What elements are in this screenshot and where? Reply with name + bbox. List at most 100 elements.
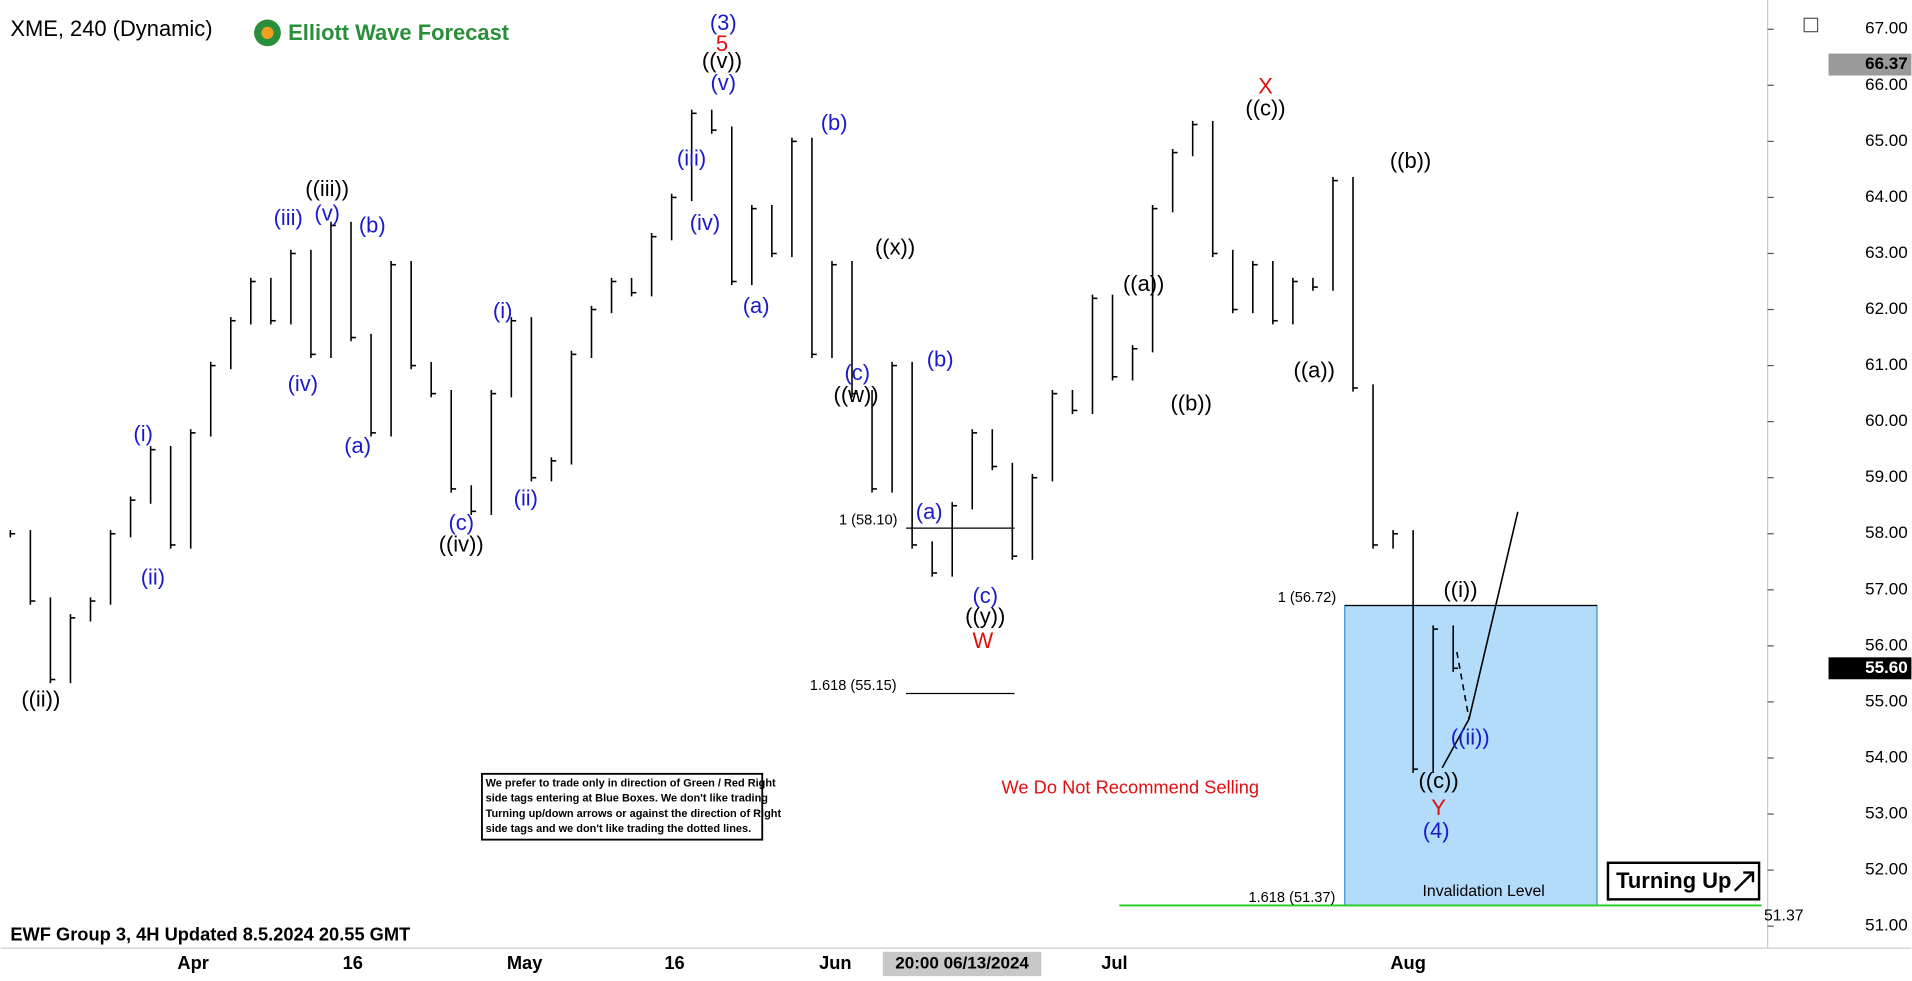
price-bar (1272, 261, 1278, 325)
price-bar (1352, 176, 1358, 392)
price-bar (470, 485, 477, 515)
fib-label: 1.618 (51.37) (1248, 890, 1335, 906)
wave-label: ((y)) (965, 604, 1005, 629)
wave-label: (i) (133, 421, 152, 446)
wave-label: (a) (916, 499, 943, 524)
y-tick-label: 51.00 (1865, 916, 1908, 935)
crosshair-time: 20:00 06/13/2024 (895, 953, 1029, 972)
price-bar (1051, 389, 1058, 482)
price-bar (530, 317, 537, 482)
price-bar (410, 261, 417, 370)
wave-label: (iii) (677, 145, 706, 170)
price-bar (270, 277, 276, 325)
price-bar (29, 530, 36, 605)
disclaimer-line: We prefer to trade only in direction of … (486, 777, 776, 789)
x-tick-label: Jun (819, 952, 851, 973)
price-bar (290, 249, 296, 325)
price-bar (1111, 294, 1118, 381)
wave-label: (ii) (514, 485, 538, 510)
price-bar (490, 389, 497, 515)
y-tick-label: 56.00 (1865, 635, 1908, 654)
price-bar (9, 530, 16, 538)
price-bar (510, 317, 517, 398)
price-bar (1191, 120, 1198, 157)
brand-logo: Elliott Wave Forecast (254, 19, 510, 47)
disclaimer-frame (481, 772, 764, 841)
price-bar (209, 361, 216, 437)
price-bar (831, 261, 837, 359)
price-bar (710, 109, 717, 134)
window-button[interactable] (1803, 17, 1819, 33)
price-bar (1091, 294, 1098, 415)
y-tick-label: 58.00 (1865, 523, 1908, 542)
wave-label: ((iii)) (305, 176, 349, 201)
wave-label: (b) (927, 347, 954, 372)
wave-label: W (972, 628, 993, 653)
price-bar (771, 204, 777, 258)
price-bar (570, 350, 577, 465)
price-bar (751, 204, 757, 286)
price-bar (89, 597, 96, 622)
price-bar (991, 429, 998, 471)
price-bar (350, 221, 356, 342)
y-tick-label: 55.00 (1865, 691, 1908, 710)
x-tick-label: 16 (664, 952, 684, 973)
price-bar (1231, 249, 1238, 314)
price-bar (1412, 530, 1418, 773)
wave-label: (iv) (288, 371, 318, 396)
price-bar (390, 261, 396, 437)
price-bar (1031, 474, 1038, 560)
price-bar (871, 389, 877, 493)
wave-label: (a) (344, 433, 371, 458)
price-bar (1332, 176, 1338, 291)
price-bar (911, 361, 918, 549)
y-tick-label: 59.00 (1865, 467, 1908, 486)
wave-label: ((b)) (1390, 148, 1431, 173)
price-bar (330, 221, 336, 359)
price-bar (1011, 462, 1018, 560)
wave-label: ((ii)) (21, 687, 60, 712)
price-bar (310, 249, 316, 359)
wave-label: (v) (314, 200, 340, 225)
wave-label: ((x)) (875, 234, 915, 259)
last-price-bg (1828, 657, 1912, 680)
price-bar (891, 361, 897, 493)
wave-label: (4) (1423, 818, 1450, 843)
x-tick-label: May (507, 952, 543, 973)
wave-label: (c) (448, 510, 474, 535)
logo-icon-core (261, 26, 274, 39)
turning-label: Turning Up (1616, 868, 1731, 893)
x-tick-label: Jul (1101, 952, 1127, 973)
y-tick-label: 60.00 (1865, 411, 1908, 430)
y-tick-label: 65.00 (1865, 131, 1908, 150)
wave-label: ((v)) (702, 48, 742, 73)
footer: EWF Group 3, 4H Updated 8.5.2024 20.55 G… (10, 924, 410, 945)
y-tick-label: 63.00 (1865, 243, 1908, 262)
fib-label: 1 (58.10) (839, 513, 897, 529)
price-bar (791, 137, 797, 258)
wave-label: ((c)) (1418, 768, 1458, 793)
price-bar (1151, 204, 1158, 353)
y-tick-label: 57.00 (1865, 579, 1908, 598)
y-tick-label: 62.00 (1865, 299, 1908, 318)
price-bar (1131, 345, 1138, 381)
wave-label: (ii) (141, 565, 165, 590)
price-bar (630, 277, 637, 297)
y-tick-label: 61.00 (1865, 355, 1908, 374)
price-bar (690, 109, 697, 202)
x-tick-label: Aug (1390, 952, 1426, 973)
crosshair-time-bg (882, 951, 1042, 977)
y-tick-label: 54.00 (1865, 747, 1908, 766)
disclaimer-line: side tags and we don't like trading the … (486, 823, 752, 835)
wave-label: (c) (972, 583, 998, 608)
price-bar (109, 530, 116, 605)
wave-label: (iv) (690, 210, 720, 235)
price-bar (610, 277, 617, 314)
fib-label: 1 (56.72) (1278, 590, 1336, 606)
price-bar (550, 457, 557, 482)
wave-label: ((a)) (1294, 357, 1335, 382)
wave-label: ((a)) (1123, 271, 1164, 296)
price-bar (1211, 120, 1218, 258)
